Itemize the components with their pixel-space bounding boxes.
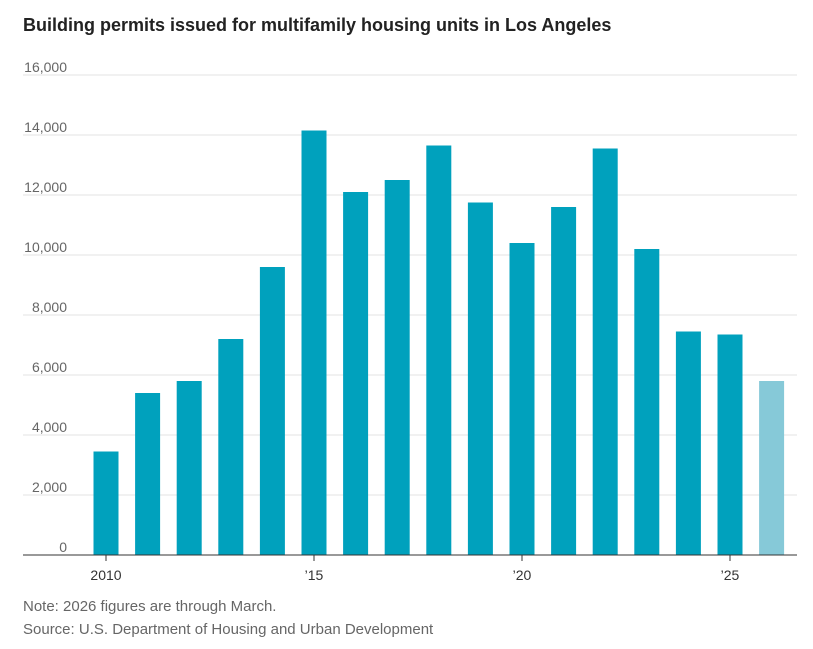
x-tick-label: ’15 [305, 567, 324, 583]
y-tick-label: 2,000 [32, 479, 67, 495]
bar-2019 [467, 202, 493, 555]
y-tick-label: 16,000 [24, 59, 67, 75]
bar-2018 [426, 145, 452, 555]
y-tick-label: 4,000 [32, 419, 67, 435]
bar-2015 [301, 130, 327, 555]
chart-source: Source: U.S. Department of Housing and U… [23, 621, 434, 638]
x-tick-label: ’25 [721, 567, 740, 583]
bar-chart: 0 2,000 4,000 6,000 8,000 10,000 12,000 14,000 1… [23, 59, 797, 583]
bar-2025 [717, 334, 743, 555]
y-tick-label: 14,000 [24, 119, 67, 135]
bars [93, 130, 785, 555]
bar-2020 [509, 243, 535, 555]
bar-2024 [675, 331, 701, 555]
bar-2013 [218, 339, 244, 555]
x-tick-label: ’20 [513, 567, 532, 583]
bar-2022 [592, 148, 618, 555]
y-tick-label: 6,000 [32, 359, 67, 375]
bar-2012 [176, 381, 202, 555]
x-axis-ticks: 2010 ’15 ’20 ’25 [90, 555, 740, 583]
bar-2011 [135, 393, 161, 555]
y-tick-label: 0 [59, 539, 67, 555]
x-tick-label: 2010 [90, 567, 121, 583]
bar-2016 [343, 192, 369, 555]
y-tick-label: 12,000 [24, 179, 67, 195]
bar-2026 [759, 381, 785, 555]
bar-2023 [634, 249, 660, 555]
bar-2021 [551, 207, 577, 555]
bar-2017 [384, 180, 410, 555]
y-tick-label: 8,000 [32, 299, 67, 315]
y-axis-ticks: 0 2,000 4,000 6,000 8,000 10,000 12,000 14,000 1… [24, 59, 67, 555]
bar-2014 [259, 267, 285, 555]
chart-note: Note: 2026 figures are through March. [23, 598, 277, 615]
y-tick-label: 10,000 [24, 239, 67, 255]
bar-2010 [93, 451, 119, 555]
grid-lines [23, 74, 797, 496]
chart-title: Building permits issued for multifamily … [23, 15, 612, 35]
